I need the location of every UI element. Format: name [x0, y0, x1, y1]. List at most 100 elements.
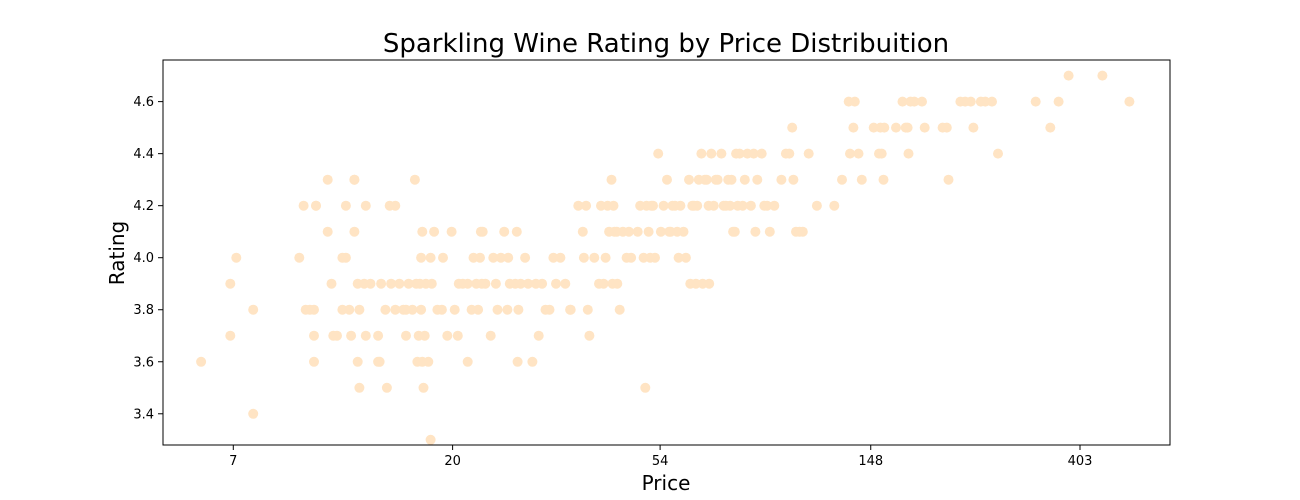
- data-point: [499, 226, 510, 237]
- data-point: [729, 226, 740, 237]
- data-point: [555, 252, 566, 263]
- data-point: [462, 278, 473, 289]
- data-point: [294, 252, 305, 263]
- data-point: [477, 226, 488, 237]
- data-point: [712, 174, 723, 185]
- data-point: [680, 252, 691, 263]
- data-point: [394, 278, 405, 289]
- data-point: [452, 330, 463, 341]
- data-point: [623, 226, 634, 237]
- data-point: [360, 330, 371, 341]
- data-point: [390, 304, 401, 315]
- data-point: [968, 122, 979, 133]
- data-point: [490, 278, 501, 289]
- x-tick-label: 403: [1068, 454, 1093, 469]
- data-point: [684, 174, 694, 185]
- data-point: [492, 304, 503, 315]
- data-point: [446, 226, 457, 237]
- data-point: [643, 226, 654, 237]
- data-point: [1045, 122, 1056, 133]
- data-point: [346, 330, 357, 341]
- data-point: [326, 278, 337, 289]
- data-points: [196, 70, 1135, 445]
- data-point: [704, 278, 715, 289]
- data-point: [425, 252, 436, 263]
- data-point: [403, 278, 414, 289]
- y-tick-label: 4.4: [133, 147, 154, 162]
- data-point: [332, 330, 342, 341]
- data-point: [909, 96, 920, 107]
- data-point: [578, 252, 589, 263]
- data-point: [495, 252, 506, 263]
- data-point: [919, 122, 930, 133]
- y-tick-label: 3.4: [133, 407, 154, 422]
- data-point: [485, 330, 496, 341]
- data-point: [803, 148, 814, 159]
- data-point: [788, 174, 799, 185]
- data-point: [764, 226, 775, 237]
- data-point: [662, 174, 672, 185]
- data-point: [438, 252, 448, 263]
- y-tick-label: 3.6: [133, 355, 154, 370]
- data-point: [752, 174, 763, 185]
- data-point: [706, 148, 717, 159]
- data-point: [340, 200, 351, 211]
- data-point: [943, 174, 954, 185]
- data-point: [608, 200, 619, 211]
- data-point: [811, 200, 822, 211]
- data-point: [708, 200, 719, 211]
- data-point: [442, 330, 453, 341]
- data-point: [423, 356, 434, 367]
- data-point: [584, 330, 595, 341]
- data-point: [655, 226, 666, 237]
- data-point: [533, 330, 544, 341]
- data-point: [734, 148, 745, 159]
- plot-area-frame: [162, 59, 1171, 446]
- data-point: [565, 304, 576, 315]
- data-point: [349, 174, 360, 185]
- data-point: [581, 200, 592, 211]
- data-point: [523, 278, 534, 289]
- data-point: [425, 434, 436, 445]
- data-point: [376, 278, 387, 289]
- data-point: [365, 278, 376, 289]
- data-point: [640, 382, 651, 393]
- data-point: [784, 148, 795, 159]
- data-point: [673, 252, 684, 263]
- data-point: [337, 304, 348, 315]
- data-point: [449, 304, 460, 315]
- data-point: [225, 330, 236, 341]
- data-point: [903, 148, 914, 159]
- data-point: [897, 96, 908, 107]
- data-point: [537, 278, 548, 289]
- data-point: [692, 200, 703, 211]
- data-point: [322, 226, 333, 237]
- data-point: [416, 304, 427, 315]
- x-tick-label: 148: [858, 454, 883, 469]
- data-point: [726, 174, 737, 185]
- data-point: [475, 252, 485, 263]
- data-point: [417, 226, 428, 237]
- x-axis-ticks: 7 20 54 148 403: [229, 445, 1092, 469]
- data-point: [374, 356, 385, 367]
- data-point: [577, 226, 588, 237]
- data-point: [409, 174, 420, 185]
- data-point: [401, 330, 411, 341]
- y-axis-ticks: 3.4 3.6 3.8 4.0 4.2 4.4 4.6: [133, 95, 163, 422]
- data-point: [776, 174, 787, 185]
- data-point: [488, 252, 499, 263]
- data-point: [600, 252, 611, 263]
- data-point: [993, 148, 1003, 159]
- data-point: [311, 200, 321, 211]
- data-point: [513, 304, 524, 315]
- data-point: [407, 304, 418, 315]
- data-point: [891, 122, 901, 133]
- data-point: [418, 382, 429, 393]
- data-point: [845, 148, 855, 159]
- data-point: [502, 304, 513, 315]
- data-point: [987, 96, 997, 107]
- y-tick-label: 3.8: [133, 303, 154, 318]
- data-point: [701, 174, 712, 185]
- data-point: [878, 174, 889, 185]
- data-point: [965, 96, 976, 107]
